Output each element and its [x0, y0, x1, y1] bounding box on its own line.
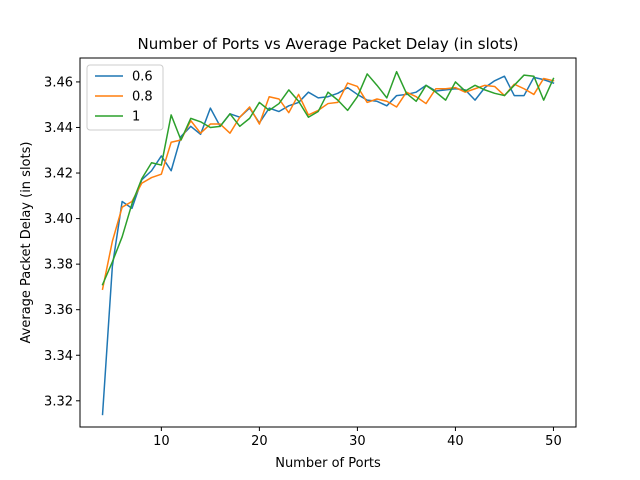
series-line-0-6 — [101, 75, 555, 416]
y-tick-label: 3.34 — [44, 349, 73, 364]
x-tick-label: 30 — [349, 434, 366, 449]
x-tick-label: 20 — [251, 434, 268, 449]
y-tick-label: 3.36 — [44, 303, 73, 318]
legend-label-1: 1 — [132, 110, 140, 125]
series-line-1 — [101, 70, 555, 286]
legend: 0.6 0.8 1 — [86, 64, 164, 131]
legend-label-0-8: 0.8 — [132, 90, 153, 105]
y-axis-title: Average Packet Delay (in slots) — [19, 142, 34, 344]
legend-box — [86, 64, 164, 131]
y-tick-label: 3.44 — [44, 121, 73, 136]
y-tick-label: 3.38 — [44, 258, 73, 273]
y-tick-label: 3.32 — [44, 394, 73, 409]
axes-frame — [79, 57, 577, 428]
series-lines — [101, 70, 555, 416]
y-tick-label: 3.40 — [44, 212, 73, 227]
y-tick-label: 3.42 — [44, 167, 73, 182]
y-tick-label: 3.46 — [44, 75, 73, 90]
x-tick-label: 10 — [153, 434, 170, 449]
chart-title: Number of Ports vs Average Packet Delay … — [137, 35, 518, 53]
y-axis-ticks: 3.32 3.34 3.36 3.38 3.40 3.42 3.44 3.46 — [44, 75, 80, 409]
legend-label-0-6: 0.6 — [132, 70, 153, 85]
x-tick-label: 40 — [447, 434, 464, 449]
x-axis-ticks: 10 20 30 40 50 — [153, 427, 562, 449]
x-tick-label: 50 — [545, 434, 562, 449]
x-axis-title: Number of Ports — [275, 456, 381, 471]
